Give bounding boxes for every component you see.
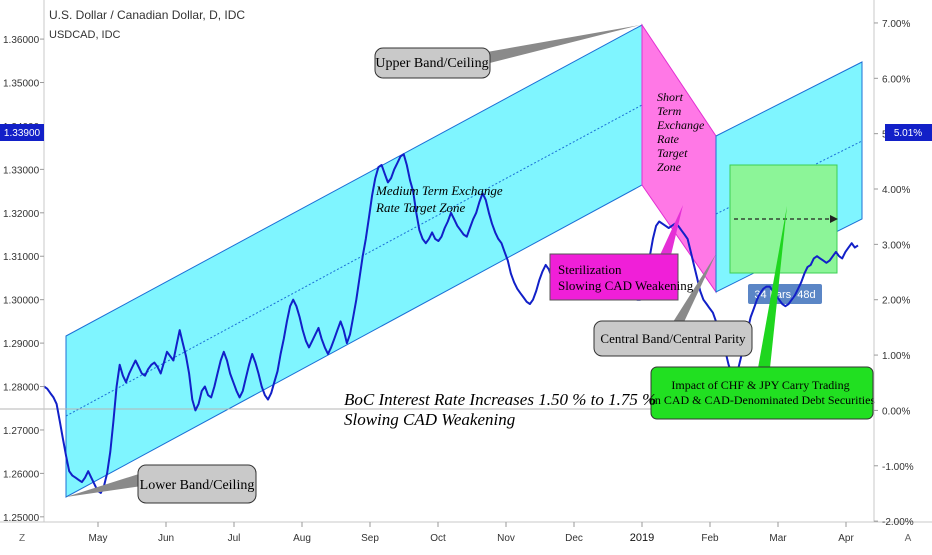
carry-line-2: on CAD & CAD-Denominated Debt Securities xyxy=(649,393,876,407)
sterilization-callout-pointer xyxy=(660,205,683,255)
lower-band-callout xyxy=(137,464,257,504)
x-tick-label: Nov xyxy=(497,533,515,544)
sterilization-callout xyxy=(549,253,679,301)
upper-band-label: Upper Band/Ceiling xyxy=(375,56,488,71)
central-band-line xyxy=(65,104,643,417)
x-tick-label: May xyxy=(89,533,108,544)
y-left-tick-label: 1.31000 xyxy=(3,252,40,263)
y-left-tick-label: 1.36000 xyxy=(3,35,40,46)
upper-band-callout-pointer xyxy=(470,25,640,68)
carry-callout-pointer xyxy=(758,206,787,368)
y-left-tick-label: 1.26000 xyxy=(3,469,40,480)
central-band-callout xyxy=(593,320,753,357)
measure-arrowhead xyxy=(830,215,838,223)
short-zone-line-5: Target xyxy=(657,146,688,160)
y-right-tick-label: 2.00% xyxy=(882,296,910,307)
y-left-tick-label: 1.27000 xyxy=(3,426,40,437)
x-tick-label: Mar xyxy=(769,533,787,544)
y-left-tick-label: 1.29000 xyxy=(3,339,40,350)
y-left-tick-label: 1.32000 xyxy=(3,209,40,220)
short-zone-line-1: Short xyxy=(657,90,684,104)
carry-callout xyxy=(650,366,874,420)
y-left-tick-label: 1.30000 xyxy=(3,296,40,307)
y-left-tick-label: 1.35000 xyxy=(3,79,40,90)
current-pct-label: 5.01% xyxy=(894,128,922,139)
current-price-label: 1.33900 xyxy=(4,128,41,139)
y-right-tick-label: 6.00% xyxy=(882,74,910,85)
medium-zone-label: Medium Term Exchange Rate Target Zone xyxy=(375,183,506,215)
sterilization-label: Sterilization Slowing CAD Weakening xyxy=(558,262,694,293)
y-right-tick-label: 3.00% xyxy=(882,240,910,251)
symbol-title: U.S. Dollar / Canadian Dollar, D, IDC xyxy=(49,8,245,22)
measure-label: 34 bars, 48d xyxy=(754,289,815,301)
sterilization-line-1: Sterilization xyxy=(558,262,622,277)
current-price-badge xyxy=(0,124,44,141)
central-band-label: Central Band/Central Parity xyxy=(600,331,746,346)
x-tick-label: Feb xyxy=(701,533,719,544)
short-zone-line-2: Term xyxy=(657,104,682,118)
y-left-tick-label: 1.28000 xyxy=(3,383,40,394)
sterilization-line-2: Slowing CAD Weakening xyxy=(558,278,694,293)
upper-band-callout xyxy=(374,47,491,79)
short-zone-line-6: Zone xyxy=(657,160,682,174)
series-name: USDCAD, IDC xyxy=(49,29,121,41)
boc-line-1: BoC Interest Rate Increases 1.50 % to 1.… xyxy=(344,390,656,409)
lower-band-label: Lower Band/Ceiling xyxy=(140,478,255,493)
boc-label: BoC Interest Rate Increases 1.50 % to 1.… xyxy=(344,390,660,429)
x-tick-label: Oct xyxy=(430,533,446,544)
y-right-tick-label: -1.00% xyxy=(882,462,914,473)
x-tick-label: Sep xyxy=(361,533,379,544)
axis-ticks: 1.360001.350001.340001.330001.320001.310… xyxy=(3,19,914,544)
current-pct-badge xyxy=(885,124,932,141)
carry-line-1: Impact of CHF & JPY Carry Trading xyxy=(671,378,849,392)
central-band-callout-pointer xyxy=(673,254,716,322)
x-tick-label: Jul xyxy=(228,533,241,544)
x-tick-label: Jun xyxy=(158,533,174,544)
carry-label: Impact of CHF & JPY Carry Trading on CAD… xyxy=(649,378,876,407)
short-zone-line-3: Exchange xyxy=(656,118,705,132)
short-zone-line-4: Rate xyxy=(656,132,680,146)
y-right-tick-label: 1.00% xyxy=(882,351,910,362)
x-tick-label: Apr xyxy=(838,533,854,544)
y-right-tick-label: -2.00% xyxy=(882,517,914,528)
medium-zone-line-2: Rate Target Zone xyxy=(375,200,466,215)
short-zone-label: Short Term Exchange Rate Target Zone xyxy=(656,90,707,174)
boc-line-2: Slowing CAD Weakening xyxy=(344,410,515,429)
right-corner-glyph[interactable]: A xyxy=(905,533,912,544)
y-right-tick-label: 4.00% xyxy=(882,185,910,196)
x-tick-label: Dec xyxy=(565,533,583,544)
lower-band-callout-pointer xyxy=(66,473,142,497)
y-right-tick-label: 7.00% xyxy=(882,19,910,30)
x-tick-label: 2019 xyxy=(630,532,654,544)
y-right-tick-label: 0.00% xyxy=(882,406,910,417)
medium-zone-line-1: Medium Term Exchange xyxy=(375,183,503,198)
y-left-tick-label: 1.25000 xyxy=(3,513,40,524)
measure-label-box xyxy=(748,284,822,304)
y-left-tick-label: 1.33000 xyxy=(3,165,40,176)
x-tick-label: Aug xyxy=(293,533,311,544)
left-corner-glyph[interactable]: Z xyxy=(19,533,25,544)
